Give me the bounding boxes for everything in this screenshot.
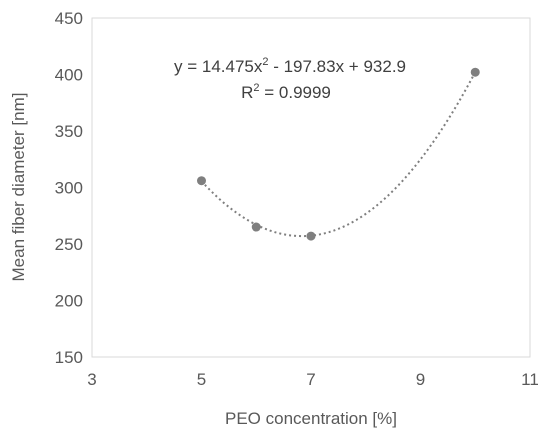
y-tick-label: 450 xyxy=(55,9,83,28)
r-squared-label: R2 = 0.9999 xyxy=(241,82,331,102)
plot-area xyxy=(91,17,531,358)
x-tick-label: 7 xyxy=(306,370,315,389)
x-axis-title: PEO concentration [%] xyxy=(225,409,397,428)
y-tick-label: 250 xyxy=(55,235,83,254)
x-axis-ticks: 3 5 7 9 11 xyxy=(87,370,539,389)
y-tick-label: 400 xyxy=(55,66,83,85)
y-axis-ticks: 150 200 250 300 350 400 450 xyxy=(55,9,83,367)
y-axis-title: Mean fiber diameter [nm] xyxy=(9,93,28,282)
y-tick-label: 350 xyxy=(55,122,83,141)
data-points xyxy=(197,67,480,241)
x-tick-label: 3 xyxy=(87,370,96,389)
x-tick-label: 11 xyxy=(521,370,539,389)
x-tick-label: 9 xyxy=(416,370,425,389)
data-point xyxy=(470,67,480,77)
x-tick-label: 5 xyxy=(197,370,206,389)
y-tick-label: 150 xyxy=(55,348,83,367)
data-point xyxy=(306,231,316,241)
data-point xyxy=(197,176,206,186)
y-tick-label: 300 xyxy=(55,179,83,198)
trendline xyxy=(200,71,477,238)
y-tick-label: 200 xyxy=(55,292,83,311)
trendline-equation: y = 14.475x2 - 197.83x + 932.9 xyxy=(174,56,406,76)
data-point xyxy=(251,222,261,232)
